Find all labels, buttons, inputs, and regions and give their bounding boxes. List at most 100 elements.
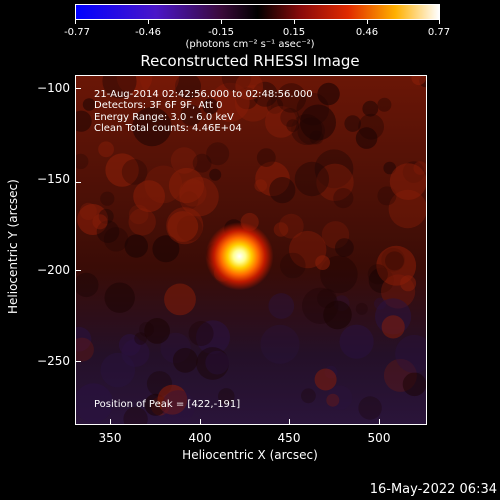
x-tick-label: 400 xyxy=(188,431,212,445)
image-texture-blob xyxy=(196,320,230,355)
image-texture-blob xyxy=(104,282,135,313)
image-texture-blob xyxy=(157,384,188,415)
image-texture-blob xyxy=(188,321,214,346)
image-texture-blob xyxy=(118,334,141,356)
y-tick-label: −250 xyxy=(37,354,70,368)
image-texture-blob xyxy=(218,388,235,405)
colorbar-tick-label: 0.46 xyxy=(355,27,379,38)
image-texture-blob xyxy=(139,322,154,337)
energy-range-info: Energy Range: 3.0 - 6.0 keV xyxy=(94,112,234,123)
image-texture-blob xyxy=(260,324,300,364)
image-texture-blob xyxy=(374,297,387,310)
image-texture-blob xyxy=(175,76,201,100)
y-tick-label: −100 xyxy=(37,81,70,95)
x-tick-label: 350 xyxy=(98,431,122,445)
image-texture-blob xyxy=(139,76,180,97)
detectors-info: Detectors: 3F 6F 9F, Att 0 xyxy=(94,100,223,111)
image-texture-blob xyxy=(133,180,165,213)
image-texture-blob xyxy=(192,153,212,173)
image-texture-blob xyxy=(321,221,350,249)
image-texture-blob xyxy=(96,220,120,243)
image-texture-blob xyxy=(77,204,109,235)
image-texture-blob xyxy=(79,202,97,220)
image-texture-blob xyxy=(76,110,92,132)
image-texture-blob xyxy=(180,104,202,126)
image-texture-blob xyxy=(316,163,354,201)
colorbar-units: (photons cm⁻² s⁻¹ asec⁻²) xyxy=(185,39,315,50)
image-texture-blob xyxy=(100,191,115,206)
image-texture-blob xyxy=(269,177,296,204)
colorbar xyxy=(75,4,440,20)
y-tick-label: −150 xyxy=(37,172,70,186)
colorbar-tick-label: -0.15 xyxy=(208,27,234,38)
plot-timestamp: 16-May-2022 06:34 xyxy=(369,482,497,497)
image-texture-blob xyxy=(206,142,230,166)
image-texture-blob xyxy=(152,235,180,263)
image-texture-blob xyxy=(98,141,114,158)
x-tick-label: 450 xyxy=(277,431,301,445)
image-texture-blob xyxy=(266,97,284,114)
image-texture-blob xyxy=(377,186,397,206)
image-texture-blob xyxy=(385,251,404,271)
image-texture-blob xyxy=(383,161,397,175)
image-texture-blob xyxy=(221,76,252,92)
image-texture-blob xyxy=(268,293,295,319)
image-texture-blob xyxy=(234,85,272,122)
image-texture-blob xyxy=(164,283,196,316)
image-texture-blob xyxy=(124,234,148,258)
image-texture-blob xyxy=(170,147,198,174)
clean-info: Clean Total counts: 4.46E+04 xyxy=(94,123,242,134)
image-texture-blob xyxy=(339,324,374,359)
heatmap-image[interactable] xyxy=(76,76,426,424)
image-texture-blob xyxy=(167,211,199,242)
image-texture-blob xyxy=(205,350,230,375)
image-texture-blob xyxy=(76,272,99,298)
image-texture-blob xyxy=(355,127,378,149)
image-texture-blob xyxy=(160,332,191,364)
observation-time: 21-Aug-2014 02:42:56.000 to 02:48:56.000 xyxy=(94,89,313,100)
y-axis-label: Heliocentric Y (arcsec) xyxy=(6,179,20,314)
image-texture-blob xyxy=(144,318,170,344)
image-texture-blob xyxy=(76,383,114,423)
image-texture-blob xyxy=(389,163,426,200)
image-texture-blob xyxy=(123,406,148,424)
image-texture-blob xyxy=(121,159,148,185)
image-texture-blob xyxy=(402,372,426,397)
image-texture-blob xyxy=(76,326,92,352)
image-texture-blob xyxy=(358,396,382,420)
colorbar-tick-label: -0.77 xyxy=(64,27,90,38)
image-texture-blob xyxy=(121,339,150,367)
image-texture-blob xyxy=(327,385,353,411)
image-title: Reconstructed RHESSI Image xyxy=(140,52,360,70)
image-texture-blob xyxy=(377,97,392,112)
image-plot[interactable] xyxy=(75,75,427,425)
image-texture-blob xyxy=(411,76,426,86)
colorbar-tick-label: 0.77 xyxy=(427,27,451,38)
image-texture-blob xyxy=(161,390,195,424)
image-texture-blob xyxy=(362,100,379,117)
image-texture-blob xyxy=(134,332,147,345)
image-texture-blob xyxy=(367,264,388,285)
image-texture-blob xyxy=(314,368,337,391)
image-texture-blob xyxy=(273,222,289,237)
image-texture-blob xyxy=(413,161,426,175)
image-texture-blob xyxy=(381,315,405,339)
colorbar-tick-label: 0.15 xyxy=(282,27,306,38)
image-texture-blob xyxy=(256,148,276,167)
image-texture-blob xyxy=(196,347,229,380)
image-texture-blob xyxy=(116,76,153,95)
image-texture-blob xyxy=(333,188,354,209)
image-texture-blob xyxy=(255,161,290,197)
image-texture-blob xyxy=(252,81,278,107)
image-texture-blob xyxy=(395,334,426,373)
image-texture-blob xyxy=(128,208,156,236)
image-texture-blob xyxy=(286,119,300,132)
image-texture-blob xyxy=(301,388,316,404)
image-texture-blob xyxy=(82,98,96,111)
image-texture-blob xyxy=(100,352,136,388)
image-texture-blob xyxy=(300,104,336,141)
image-texture-blob xyxy=(103,227,129,252)
image-texture-blob xyxy=(335,238,354,257)
image-texture-blob xyxy=(166,207,204,245)
image-texture-blob xyxy=(168,167,205,204)
